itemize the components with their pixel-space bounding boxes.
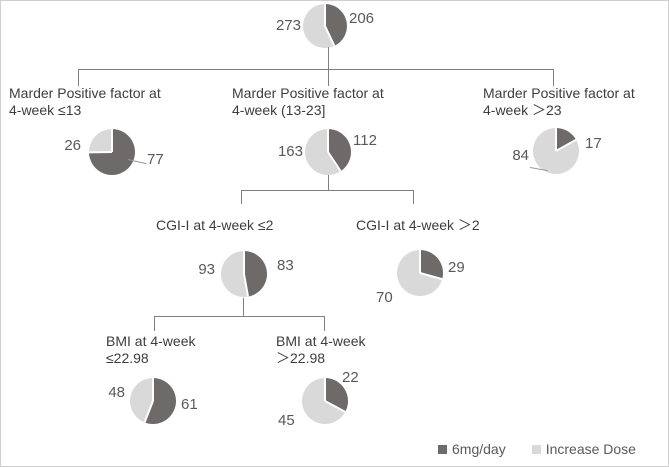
connector-line	[328, 70, 329, 86]
value-label-increase: 26	[64, 137, 81, 154]
connector-line	[78, 69, 554, 70]
value-label-increase: 84	[512, 147, 529, 164]
legend-item-increase-dose: Increase Dose	[531, 441, 636, 457]
node-label-bmi-le2298: BMI at 4-week ≤22.98	[106, 333, 196, 366]
connector-line	[553, 70, 554, 86]
value-label-increase: 163	[277, 143, 303, 160]
node-label-marder-13-23: Marder Positive factor at 4-week (13-23]	[232, 85, 384, 118]
value-label-increase: 70	[376, 289, 393, 306]
pie-marder-gt23	[533, 128, 579, 174]
legend-item-6mg: 6mg/day	[438, 441, 506, 457]
value-label-6mg: 112	[353, 132, 377, 149]
pie-marder-13-23	[305, 129, 351, 175]
node-label-marder-gt23: Marder Positive factor at 4-week ＞23	[483, 85, 635, 118]
connector-line	[154, 316, 325, 317]
value-label-increase: 48	[108, 384, 125, 401]
connector-line	[413, 191, 414, 204]
legend-label-increase-dose: Increase Dose	[545, 441, 636, 457]
node-label-marder-le13: Marder Positive factor at 4-week ≤13	[9, 85, 161, 118]
value-label-6mg: 83	[277, 257, 294, 274]
connector-line	[324, 317, 325, 331]
value-label-6mg: 206	[349, 10, 375, 27]
legend-label-6mg: 6mg/day	[452, 441, 506, 457]
pie-root	[303, 4, 347, 48]
connector-line	[78, 70, 79, 86]
connector-line	[243, 298, 244, 317]
legend-swatch-increase-dose-icon	[531, 444, 541, 454]
value-label-increase: 45	[278, 412, 295, 429]
connector-line	[241, 191, 242, 204]
legend-swatch-6mg-icon	[438, 444, 447, 454]
connector-line	[241, 190, 414, 191]
node-label-cgi-gt2: CGI-I at 4-week ＞2	[356, 217, 480, 233]
connector-line	[328, 47, 329, 70]
value-label-6mg: 61	[181, 396, 198, 413]
connector-line	[328, 175, 329, 191]
pie-cgi-gt2	[397, 250, 443, 296]
legend: 6mg/day Increase Dose	[438, 441, 636, 457]
node-label-bmi-gt2298: BMI at 4-week ＞22.98	[276, 333, 366, 366]
value-label-increase: 273	[275, 17, 301, 34]
node-label-cgi-le2: CGI-I at 4-week ≤2	[156, 217, 274, 233]
pie-marder-le13	[89, 129, 135, 175]
value-label-6mg: 22	[342, 369, 359, 386]
value-label-6mg: 77	[147, 151, 164, 168]
pie-bmi-le2298	[130, 378, 176, 424]
connector-line	[154, 317, 155, 331]
pie-cgi-le2	[221, 251, 267, 297]
value-label-6mg: 17	[585, 135, 602, 152]
value-label-increase: 93	[198, 261, 215, 278]
value-label-6mg: 29	[448, 259, 465, 276]
pie-bmi-gt2298	[302, 378, 348, 424]
